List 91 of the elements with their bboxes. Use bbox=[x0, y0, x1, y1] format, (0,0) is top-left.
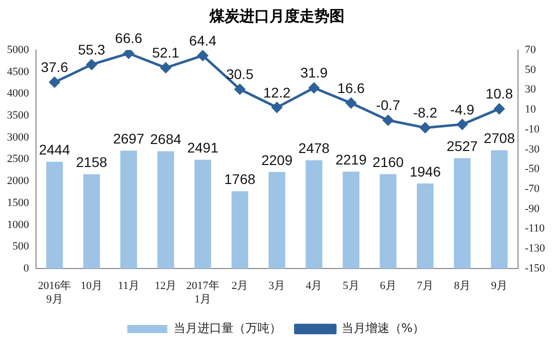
y2-tick-label: -150 bbox=[524, 262, 546, 274]
y-tick-label: 500 bbox=[12, 240, 30, 253]
y-tick-label: 1500 bbox=[7, 196, 30, 209]
point bbox=[382, 115, 394, 126]
data-label: 12.2 bbox=[263, 84, 291, 100]
data-label: 37.6 bbox=[40, 59, 68, 76]
x-tick-label: 11月 bbox=[118, 280, 140, 292]
point bbox=[123, 50, 134, 59]
y2-tick-label: 30 bbox=[524, 84, 536, 96]
x-tick-label: 9月 bbox=[491, 280, 508, 292]
y-tick-label: 2000 bbox=[7, 175, 30, 188]
x-tick-label: 4月 bbox=[306, 280, 322, 292]
point bbox=[49, 76, 60, 88]
y-tick-label: 3000 bbox=[7, 131, 30, 144]
data-label: 66.6 bbox=[115, 30, 142, 46]
x-tick-label: 2017年 1月 bbox=[186, 280, 220, 306]
x-tick-label: 5月 bbox=[342, 280, 360, 292]
data-label: 16.6 bbox=[337, 80, 365, 96]
y2-tick-label: -10 bbox=[524, 123, 540, 136]
data-label: 1946 bbox=[410, 163, 441, 180]
legend-label: 当月增速（%） bbox=[341, 321, 425, 336]
x-tick-label: 8月 bbox=[454, 280, 470, 292]
y-tick-label: 3500 bbox=[7, 109, 30, 122]
x-tick-label: 6月 bbox=[380, 280, 396, 292]
data-label: -4.9 bbox=[450, 101, 475, 118]
bar bbox=[380, 174, 396, 269]
bar bbox=[157, 151, 174, 269]
data-label: 2478 bbox=[298, 140, 330, 156]
data-label: 2444 bbox=[38, 142, 70, 158]
point bbox=[160, 62, 171, 74]
data-label: 30.5 bbox=[226, 66, 254, 82]
point bbox=[234, 84, 246, 94]
bar bbox=[83, 174, 100, 269]
y2-tick-label: 70 bbox=[524, 44, 536, 56]
point bbox=[456, 119, 468, 130]
y-tick-label: 0 bbox=[24, 262, 30, 274]
data-label: 2684 bbox=[150, 131, 182, 148]
data-label: 55.3 bbox=[78, 41, 106, 58]
bar bbox=[120, 150, 137, 269]
legend-label: 当月进口量（万吨） bbox=[173, 321, 282, 336]
y2-tick-label: -30 bbox=[524, 143, 540, 156]
bar bbox=[342, 172, 360, 269]
data-label: 2160 bbox=[372, 154, 404, 170]
data-label: 2209 bbox=[261, 152, 293, 168]
data-label: 2219 bbox=[335, 151, 367, 168]
chart-title: 煤炭进口月度走势图 bbox=[208, 6, 346, 27]
x-tick-label: 2月 bbox=[232, 280, 248, 292]
y-tick-label: 1000 bbox=[7, 218, 30, 231]
data-label: 1768 bbox=[224, 171, 256, 188]
bar bbox=[416, 184, 434, 269]
data-label: 2527 bbox=[446, 138, 478, 154]
data-label: 64.4 bbox=[189, 32, 217, 48]
y-tick-label: 5000 bbox=[7, 44, 30, 56]
x-tick-label: 3月 bbox=[268, 280, 286, 292]
bar bbox=[232, 191, 248, 269]
data-label: -0.7 bbox=[376, 97, 400, 114]
data-label: 52.1 bbox=[152, 44, 180, 61]
bar bbox=[194, 160, 212, 269]
y2-tick-label: -50 bbox=[524, 163, 540, 176]
bar bbox=[306, 160, 322, 269]
point bbox=[308, 82, 320, 94]
point bbox=[494, 104, 505, 114]
data-label: 2158 bbox=[76, 154, 108, 170]
data-label: -8.2 bbox=[413, 104, 438, 121]
data-label: 10.8 bbox=[486, 86, 514, 102]
y2-tick-label: -90 bbox=[524, 202, 540, 215]
y-tick-label: 4500 bbox=[7, 66, 30, 78]
point bbox=[420, 122, 430, 133]
point bbox=[86, 59, 97, 70]
data-label: 2708 bbox=[484, 130, 516, 146]
bar bbox=[490, 150, 508, 269]
point bbox=[272, 102, 282, 113]
data-label: 2491 bbox=[187, 140, 219, 156]
y2-tick-label: -70 bbox=[524, 183, 540, 195]
data-label: 31.9 bbox=[300, 64, 328, 81]
data-label: 2697 bbox=[113, 130, 144, 147]
point bbox=[346, 98, 356, 108]
bar bbox=[46, 162, 63, 269]
x-tick-label: 10月 bbox=[80, 280, 103, 292]
x-tick-label: 2016年 9月 bbox=[38, 280, 72, 306]
bar bbox=[268, 172, 286, 269]
y-tick-label: 4000 bbox=[7, 88, 30, 100]
y2-tick-label: -130 bbox=[524, 242, 546, 255]
point bbox=[198, 50, 208, 61]
y-tick-label: 2500 bbox=[7, 153, 30, 166]
bar bbox=[454, 158, 471, 269]
y2-tick-label: -110 bbox=[524, 222, 546, 235]
x-tick-label: 7月 bbox=[416, 280, 434, 292]
y2-tick-label: 50 bbox=[524, 64, 536, 76]
y2-tick-label: 10 bbox=[524, 104, 536, 116]
x-tick-label: 12月 bbox=[154, 280, 177, 292]
